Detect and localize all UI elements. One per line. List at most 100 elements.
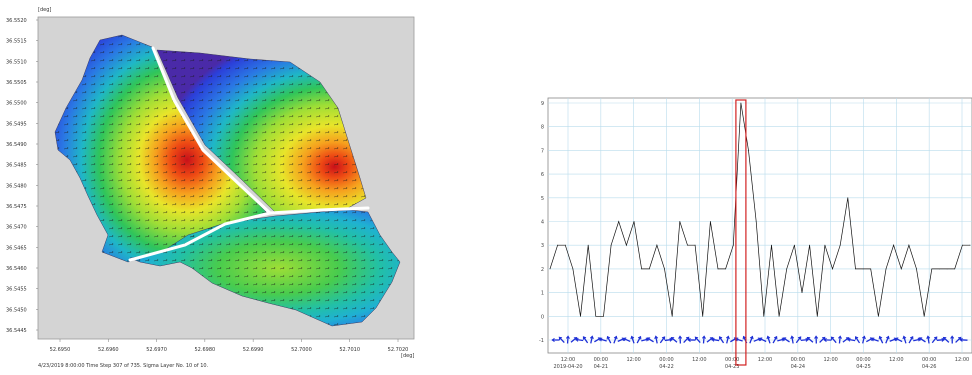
map-x-tick: 52.6950 [50,347,71,353]
contour-map: [deg] 36.552036.551536.551036.550536.550… [0,0,420,371]
x-tick-time: 12:00 [823,357,837,363]
map-y-tick: 36.5460 [6,266,27,272]
series-point [809,245,810,246]
series-point [733,245,734,246]
x-tick-time: 00:00 [725,357,739,363]
x-tick-time: 00:00 [791,357,805,363]
x-tick-date: 04-21 [594,364,609,370]
series-point [748,150,749,151]
series-point [725,269,726,270]
map-y-tick: 36.5475 [6,204,27,210]
map-y-tick: 36.5455 [6,287,27,293]
series-point [672,316,673,317]
series-point [893,245,894,246]
x-tick-time: 12:00 [758,357,772,363]
series-point [771,245,772,246]
y-tick-label: 1 [541,291,544,297]
y-tick-label: 5 [541,196,544,202]
series-point [931,269,932,270]
x-tick-date: 04-22 [659,364,674,370]
series-point [878,316,879,317]
y-tick-label: 4 [541,220,544,226]
series-point [702,316,703,317]
series-point [741,103,742,104]
map-status-text: 4/23/2019 8:00:00 Time Step 307 of 735. … [38,363,209,369]
y-tick-label: 7 [541,148,544,154]
series-point [718,269,719,270]
map-y-tick: 36.5495 [6,121,27,127]
series-point [565,245,566,246]
series-point [924,316,925,317]
x-tick-time: 00:00 [856,357,870,363]
series-point [763,316,764,317]
series-point [695,245,696,246]
timeseries-plot-area [548,98,972,353]
y-tick-label: 9 [541,101,544,107]
series-point [657,245,658,246]
map-y-tick: 36.5510 [6,59,27,65]
y-tick-label: 0 [541,314,544,320]
series-point [618,221,619,222]
x-tick-time: 00:00 [594,357,608,363]
x-tick-date: 04-24 [791,364,806,370]
series-point [611,245,612,246]
series-point [649,269,650,270]
series-point [840,245,841,246]
x-tick-date: 04-26 [922,364,937,370]
map-y-tick: 36.5450 [6,307,27,313]
y-tick-label: -1 [539,338,544,344]
map-y-tick: 36.5490 [6,142,27,148]
map-y-tick: 36.5515 [6,39,27,45]
series-point [779,316,780,317]
x-tick-time: 12:00 [561,357,575,363]
series-point [802,292,803,293]
x-tick-date: 2019-04-20 [553,364,582,370]
map-x-tick: 52.7010 [339,347,360,353]
series-point [954,269,955,270]
series-point [550,269,551,270]
series-point [580,316,581,317]
series-point [664,269,665,270]
series-point [962,245,963,246]
x-tick-time: 12:00 [889,357,903,363]
series-point [595,316,596,317]
series-point [832,269,833,270]
series-point [817,316,818,317]
series-point [901,269,902,270]
x-tick-time: 12:00 [692,357,706,363]
series-point [641,269,642,270]
map-y-tick: 36.5505 [6,80,27,86]
map-y-tick-labels: 36.552036.551536.551036.550536.550036.54… [6,18,38,334]
series-point [634,221,635,222]
series-point [603,316,604,317]
series-point [939,269,940,270]
map-y-tick: 36.5470 [6,225,27,231]
series-point [794,245,795,246]
map-x-tick: 52.6960 [98,347,119,353]
map-y-tick: 36.5485 [6,163,27,169]
series-point [687,245,688,246]
x-tick-time: 12:00 [955,357,969,363]
x-tick-time: 00:00 [922,357,936,363]
series-point [863,269,864,270]
map-y-tick: 36.5520 [6,18,27,24]
series-point [847,197,848,198]
y-tick-label: 2 [541,267,544,273]
series-point [970,245,971,246]
series-point [855,269,856,270]
map-x-tick: 52.7000 [291,347,312,353]
map-y-tick: 36.5480 [6,183,27,189]
x-tick-time: 00:00 [659,357,673,363]
series-point [916,269,917,270]
series-point [909,245,910,246]
series-point [573,269,574,270]
series-point [825,245,826,246]
series-point [870,269,871,270]
series-point [710,221,711,222]
